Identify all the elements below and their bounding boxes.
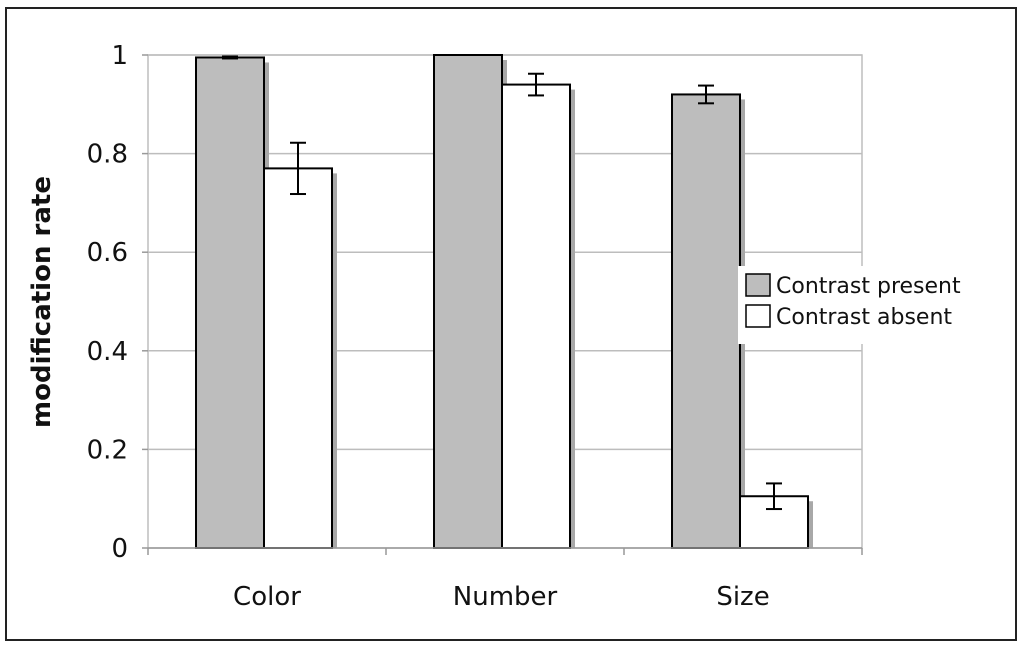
x-tick-label: Number	[453, 582, 558, 612]
bars	[195, 54, 813, 550]
legend-box	[738, 266, 992, 344]
bar	[195, 56, 265, 550]
y-tick-label: 0.6	[87, 238, 128, 268]
legend-swatch	[745, 304, 771, 328]
y-tick-label: 0.4	[87, 337, 128, 367]
y-axis-label: modification rate	[27, 176, 57, 428]
bar	[671, 93, 741, 549]
y-tick-label: 0.8	[87, 140, 128, 170]
y-tick-label: 0.2	[87, 435, 128, 465]
legend: Contrast present Contrast absent	[738, 266, 992, 344]
y-tick-label: 0	[111, 534, 128, 564]
legend-label: Contrast absent	[776, 305, 952, 330]
x-tick-label: Color	[233, 582, 301, 612]
legend-swatch	[745, 273, 771, 297]
y-tick-label: 1	[111, 41, 128, 71]
x-tick-label: Size	[716, 582, 769, 612]
bar	[501, 83, 571, 550]
axes: 0 0.2 0.4 0.6 0.8 1 Color Number Size	[87, 41, 863, 612]
bar	[263, 167, 333, 549]
bar	[433, 54, 503, 549]
legend-label: Contrast present	[776, 274, 961, 299]
